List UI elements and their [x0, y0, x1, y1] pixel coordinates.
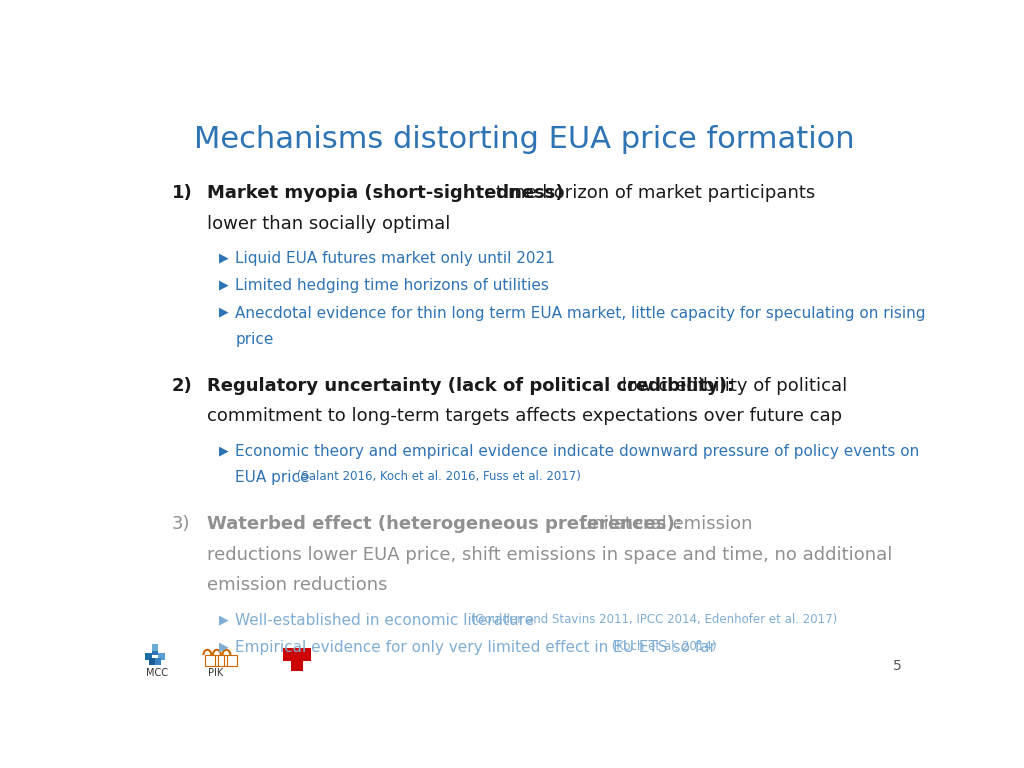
- Bar: [155, 657, 162, 664]
- Text: Regulatory uncertainty (lack of political credibility):: Regulatory uncertainty (lack of politica…: [207, 376, 734, 395]
- Text: Market myopia (short-sightedness): Market myopia (short-sightedness): [207, 184, 564, 202]
- Text: PIK: PIK: [208, 668, 223, 678]
- Text: ▶: ▶: [219, 641, 229, 654]
- Text: Well-established in economic literature: Well-established in economic literature: [236, 613, 535, 628]
- Text: low credibility of political: low credibility of political: [615, 376, 847, 395]
- Text: 2): 2): [172, 376, 193, 395]
- Text: MCC: MCC: [146, 668, 168, 678]
- Bar: [158, 653, 165, 660]
- Text: Waterbed effect (heterogeneous preferences):: Waterbed effect (heterogeneous preferenc…: [207, 515, 682, 533]
- Text: reductions lower EUA price, shift emissions in space and time, no additional: reductions lower EUA price, shift emissi…: [207, 546, 893, 564]
- Text: 5: 5: [893, 659, 902, 673]
- Text: ▶: ▶: [219, 251, 229, 264]
- Bar: [224, 655, 237, 666]
- Bar: [283, 648, 310, 661]
- Text: price: price: [236, 332, 273, 346]
- Text: 1): 1): [172, 184, 193, 202]
- Bar: [145, 653, 152, 660]
- Text: lower than socially optimal: lower than socially optimal: [207, 214, 451, 233]
- Text: Economic theory and empirical evidence indicate downward pressure of policy even: Economic theory and empirical evidence i…: [236, 444, 920, 459]
- Bar: [152, 648, 158, 655]
- Text: (Koch et al. 2014): (Koch et al. 2014): [608, 641, 717, 654]
- Text: 3): 3): [172, 515, 190, 533]
- Bar: [214, 655, 227, 666]
- Text: EUA price: EUA price: [236, 470, 309, 485]
- Text: ▶: ▶: [219, 279, 229, 291]
- Text: ▶: ▶: [219, 613, 229, 626]
- Text: ▶: ▶: [219, 444, 229, 457]
- Text: emission reductions: emission reductions: [207, 577, 388, 594]
- Text: Empirical evidence for only very limited effect in EU ETS so far: Empirical evidence for only very limited…: [236, 641, 716, 655]
- Text: Liquid EUA futures market only until 2021: Liquid EUA futures market only until 202…: [236, 251, 555, 266]
- Text: (Goulder and Stavins 2011, IPCC 2014, Edenhofer et al. 2017): (Goulder and Stavins 2011, IPCC 2014, Ed…: [467, 613, 838, 626]
- Bar: [148, 657, 155, 664]
- Bar: [291, 648, 303, 670]
- Text: : time horizon of market participants: : time horizon of market participants: [483, 184, 815, 202]
- Text: ▶: ▶: [219, 306, 229, 319]
- Bar: [205, 655, 218, 666]
- Bar: [152, 644, 158, 651]
- Text: unilateral emission: unilateral emission: [575, 515, 753, 533]
- Text: (Salant 2016, Koch et al. 2016, Fuss et al. 2017): (Salant 2016, Koch et al. 2016, Fuss et …: [293, 470, 581, 483]
- Text: Anecdotal evidence for thin long term EUA market, little capacity for speculatin: Anecdotal evidence for thin long term EU…: [236, 306, 926, 321]
- Text: commitment to long-term targets affects expectations over future cap: commitment to long-term targets affects …: [207, 407, 843, 425]
- Text: Mechanisms distorting EUA price formation: Mechanisms distorting EUA price formatio…: [195, 124, 855, 154]
- Text: Limited hedging time horizons of utilities: Limited hedging time horizons of utiliti…: [236, 279, 549, 293]
